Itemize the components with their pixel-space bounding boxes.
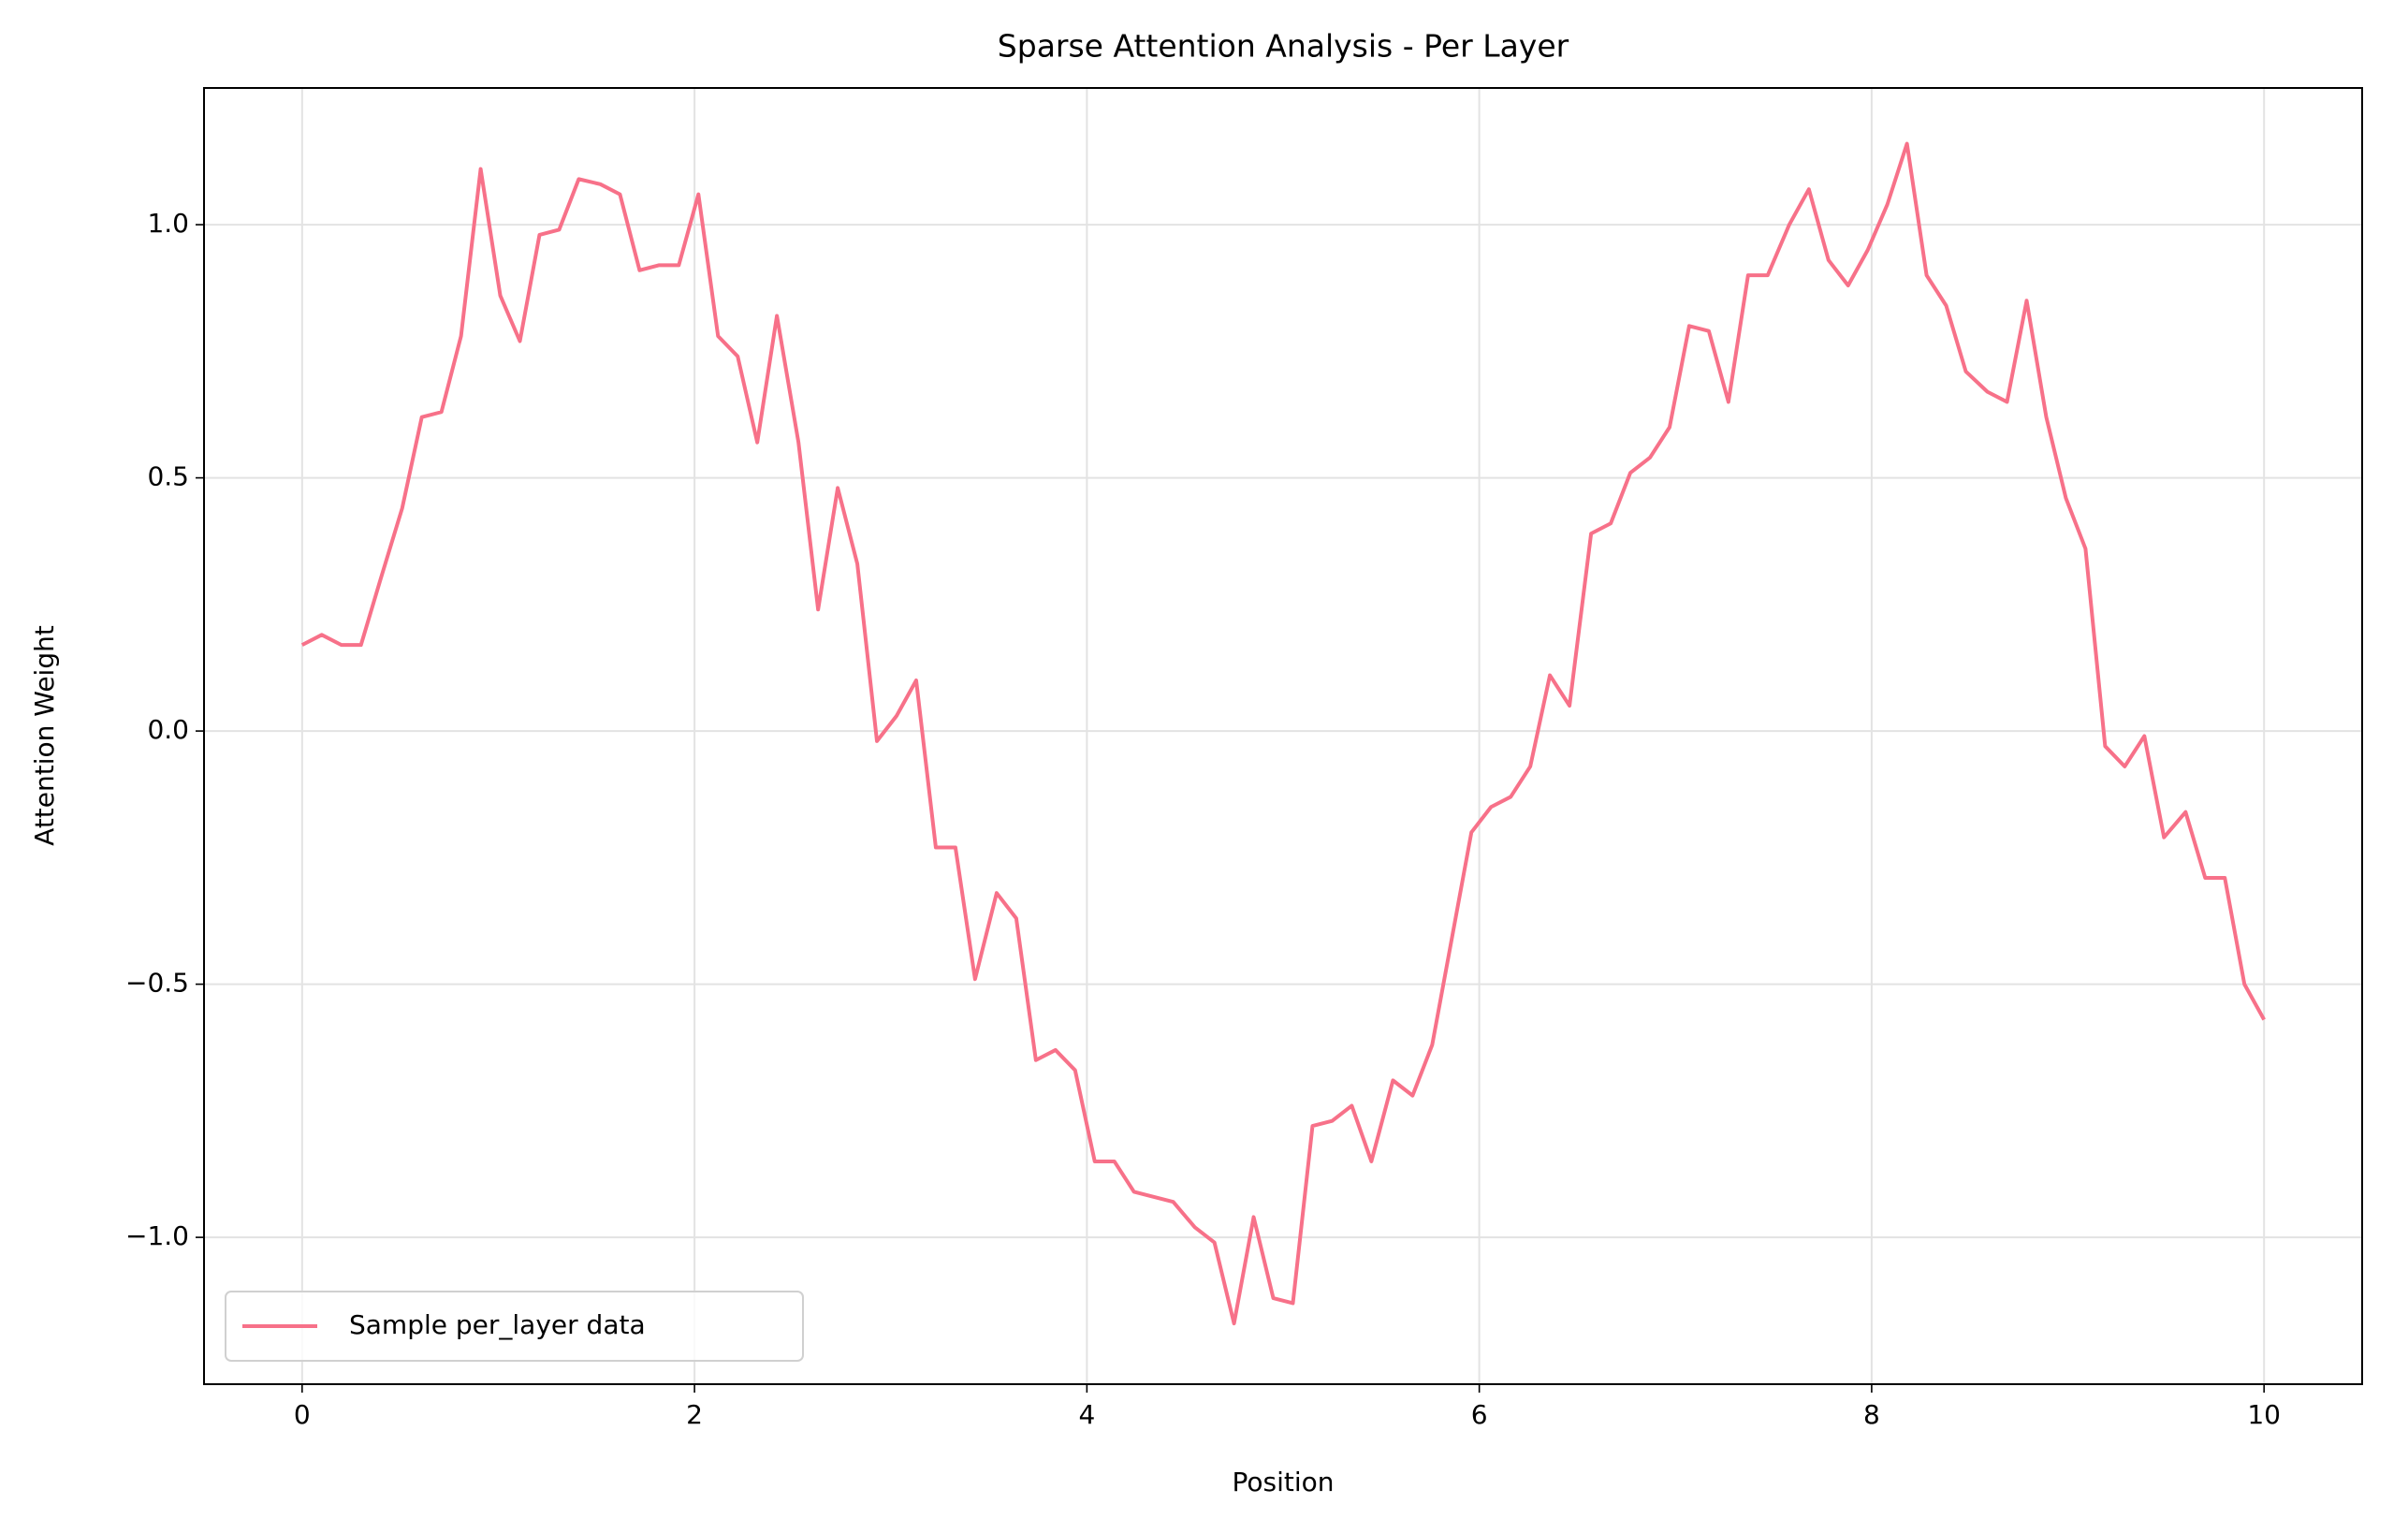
x-axis-label: Position [1232,1467,1334,1497]
x-tick-label: 10 [2247,1399,2281,1430]
plot-frame [203,87,2363,1385]
x-tick-label: 4 [1078,1399,1095,1430]
x-tick-label: 8 [1863,1399,1880,1430]
y-tick-label: −0.5 [125,968,189,999]
data-line [300,141,2266,1326]
legend-label: Sample per_layer data [349,1309,646,1340]
x-tick-label: 6 [1471,1399,1488,1430]
legend-box [225,1291,804,1362]
y-tick-label: 0.5 [147,461,189,492]
y-tick-label: −1.0 [125,1220,189,1251]
x-tick-label: 2 [686,1399,703,1430]
chart-title: Sparse Attention Analysis - Per Layer [998,28,1569,65]
legend: Sample per_layer data [225,1291,804,1362]
x-tick-label: 0 [294,1399,311,1430]
y-tick-label: 0.0 [147,714,189,745]
y-axis-label: Attention Weight [29,625,60,846]
y-tick-label: 1.0 [147,208,189,239]
